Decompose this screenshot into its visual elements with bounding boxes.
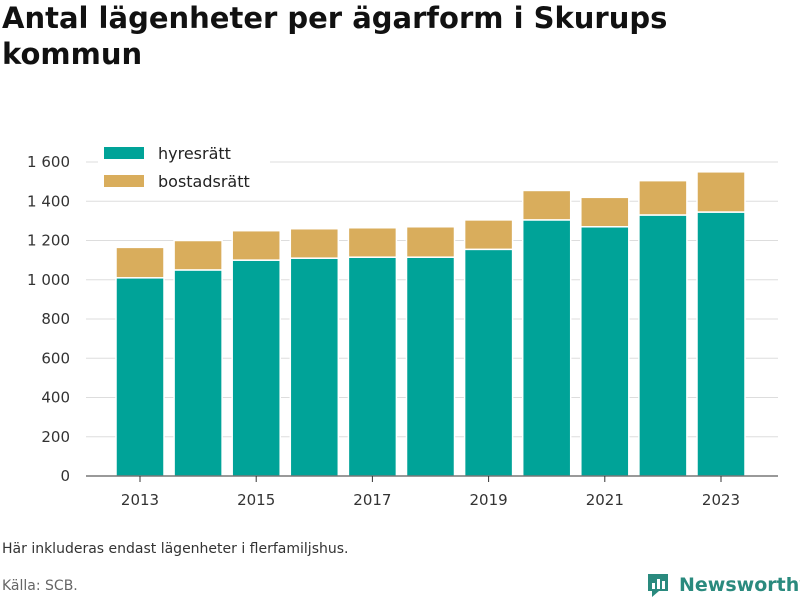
bar-hyresrätt bbox=[521, 219, 572, 477]
bar-bostadsrätt bbox=[347, 226, 398, 258]
bar-hyresrätt bbox=[173, 269, 223, 477]
bar-hyresrätt bbox=[580, 226, 630, 477]
y-tick-label: 1 200 bbox=[27, 232, 70, 250]
bar-bostadsrätt bbox=[463, 219, 514, 251]
brand-name: Newsworthy bbox=[679, 574, 800, 596]
y-tick-label: 200 bbox=[41, 428, 70, 446]
y-tick-label: 0 bbox=[60, 467, 70, 485]
bar-bostadsrätt bbox=[580, 196, 630, 228]
source-note: Källa: SCB. bbox=[2, 578, 78, 594]
bar-hyresrätt bbox=[463, 248, 514, 477]
y-tick-label: 400 bbox=[41, 389, 70, 407]
legend-swatch-bostadsrätt bbox=[104, 175, 144, 187]
bar-bostadsrätt bbox=[638, 179, 688, 216]
axes: 0 200 400 600 800 1 000 1 200 1 400 1 600 2013 201… bbox=[27, 153, 778, 509]
bar-bostadsrätt bbox=[289, 227, 340, 259]
x-tick-label: 2021 bbox=[586, 491, 624, 509]
footnote: Här inkluderas endast lägenheter i flerf… bbox=[2, 541, 349, 557]
chart-title: Antal lägenheter per ägarform i Skurups … bbox=[2, 1, 668, 71]
bar-bostadsrätt bbox=[231, 229, 281, 261]
brand-logo: Newsworthy bbox=[645, 570, 800, 600]
y-tick-label: 1 000 bbox=[27, 271, 70, 289]
bar-bostadsrätt bbox=[521, 189, 572, 221]
x-tick-label: 2023 bbox=[702, 491, 740, 509]
bar-hyresrätt bbox=[696, 211, 746, 477]
legend-label-bostadsrätt: bostadsrätt bbox=[158, 172, 250, 191]
bar-bostadsrätt bbox=[173, 239, 223, 271]
legend-label-hyresrätt: hyresrätt bbox=[158, 144, 231, 163]
bar-bostadsrätt bbox=[115, 246, 165, 279]
x-tick-label: 2017 bbox=[353, 491, 391, 509]
newsworthy-logo-icon bbox=[648, 574, 668, 597]
bar-hyresrätt bbox=[231, 259, 281, 477]
x-tick-label: 2013 bbox=[121, 491, 159, 509]
legend-swatch-hyresrätt bbox=[104, 147, 144, 159]
x-tick-label: 2015 bbox=[237, 491, 275, 509]
y-tick-label: 800 bbox=[41, 310, 70, 328]
y-tick-label: 1 600 bbox=[27, 153, 70, 171]
y-tick-label: 1 400 bbox=[27, 192, 70, 210]
legend: hyresrätt bostadsrätt bbox=[98, 135, 270, 193]
bars bbox=[115, 171, 746, 477]
bar-hyresrätt bbox=[638, 214, 688, 477]
bar-hyresrätt bbox=[405, 256, 456, 477]
x-tick-label: 2019 bbox=[470, 491, 508, 509]
bar-hyresrätt bbox=[347, 256, 398, 477]
bar-bostadsrätt bbox=[405, 226, 456, 258]
bar-hyresrätt bbox=[115, 277, 165, 477]
bar-bostadsrätt bbox=[696, 171, 746, 213]
stacked-bar-chart: 0 200 400 600 800 1 000 1 200 1 400 1 600 2013 201… bbox=[27, 135, 778, 509]
bar-hyresrätt bbox=[289, 257, 340, 477]
y-tick-label: 600 bbox=[41, 349, 70, 367]
